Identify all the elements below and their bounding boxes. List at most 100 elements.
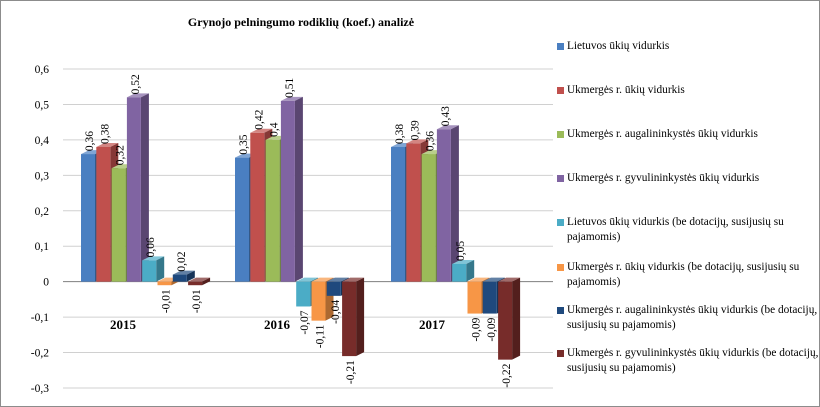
- bar-side-face: [140, 93, 149, 282]
- legend-label: Lietuvos ūkių vidurkis (be dotacijų, sus…: [567, 216, 784, 243]
- data-label: 0,36: [425, 131, 437, 151]
- legend-label: Ukmergės r. gyvulininkystės ūkių vidurki…: [567, 172, 760, 184]
- bar-front-face: [342, 281, 357, 357]
- bar-top-face: [142, 256, 165, 261]
- data-label: -0,22: [501, 363, 513, 387]
- y-tick-label: 0: [43, 277, 49, 289]
- data-label: 0,51: [284, 78, 296, 98]
- bar-top-face: [188, 277, 211, 282]
- bar-side-face: [450, 125, 459, 282]
- data-label: 0,38: [99, 124, 111, 144]
- bar-front-face: [126, 97, 141, 282]
- data-label: 0,52: [130, 74, 142, 94]
- legend-swatch: [557, 219, 564, 226]
- category-label: 2016: [264, 317, 291, 332]
- bar-top-face: [96, 142, 119, 147]
- bar-top-face: [250, 128, 273, 133]
- category-label: 2017: [419, 317, 446, 332]
- bar-front-face: [452, 263, 467, 282]
- legend-swatch: [557, 131, 564, 138]
- bar-front-face: [250, 132, 265, 282]
- bar-top-face: [482, 277, 505, 282]
- bar-front-face: [296, 281, 311, 307]
- bar-front-face: [157, 281, 172, 286]
- y-tick-label: 0,4: [35, 135, 50, 147]
- data-label: 0,43: [440, 106, 452, 126]
- bar-front-face: [326, 281, 341, 296]
- bar-front-face: [172, 274, 187, 282]
- bar: [452, 259, 475, 282]
- chart-plot: 0,60,50,40,30,20,10-0,1-0,2-0,30,36 0,380…: [31, 64, 553, 395]
- bar-front-face: [311, 281, 326, 321]
- bar-front-face: [436, 129, 451, 282]
- bar-side-face: [294, 96, 303, 282]
- category-label: 2015: [110, 317, 137, 332]
- y-tick-label: 0,3: [35, 170, 50, 182]
- data-label: -0,09: [471, 317, 483, 341]
- bar-side-face: [156, 256, 165, 282]
- bar-top-face: [406, 139, 429, 144]
- bar: [142, 256, 165, 282]
- data-label: -0,01: [191, 289, 203, 313]
- bar-side-face: [186, 270, 195, 282]
- bar-top-face: [467, 277, 490, 282]
- legend-label: Ukmergės r. gyvulininkystės ūkių vidurki…: [567, 347, 819, 374]
- bar-top-face: [296, 277, 319, 282]
- bar-front-face: [467, 281, 482, 314]
- legend-label: Lietuvos ūkių vidurkis: [567, 40, 670, 52]
- legend-swatch: [557, 175, 564, 182]
- data-label: 0,32: [115, 145, 127, 165]
- bar: [188, 277, 211, 286]
- bar-front-face: [96, 146, 111, 282]
- bar-front-face: [188, 281, 203, 286]
- bar: [436, 125, 459, 282]
- bar-top-face: [436, 125, 459, 130]
- data-label: 0,38: [394, 124, 406, 144]
- bar-front-face: [421, 154, 436, 282]
- bar-front-face: [111, 168, 126, 282]
- bar: [280, 96, 303, 282]
- data-label: -0,21: [345, 360, 357, 384]
- legend-swatch: [557, 350, 564, 357]
- bar-front-face: [498, 281, 513, 360]
- data-label: -0,04: [330, 300, 342, 324]
- bar-top-face: [126, 93, 149, 98]
- y-tick-label: 0,5: [35, 99, 50, 111]
- bar-side-face: [202, 277, 211, 286]
- data-label: -0,09: [486, 317, 498, 341]
- legend-label: Ukmergės r. ūkių vidurkis: [567, 84, 685, 96]
- bar-front-face: [280, 100, 295, 282]
- bar-front-face: [235, 157, 249, 282]
- y-tick-label: -0,3: [31, 383, 49, 395]
- bar-front-face: [142, 260, 157, 282]
- bar-front-face: [406, 143, 421, 282]
- bar-top-face: [280, 96, 303, 101]
- legend-swatch: [557, 43, 564, 50]
- data-label: 0,42: [253, 109, 265, 129]
- data-label: 0,06: [145, 237, 157, 257]
- bar-top-face: [452, 259, 475, 264]
- data-label: 0,4: [269, 122, 281, 137]
- bar-front-face: [391, 146, 405, 282]
- legend-label: Ukmergės r. ūkių vidurkis (be dotacijų, …: [567, 261, 800, 288]
- bar-side-face: [466, 259, 475, 282]
- y-tick-label: 0,6: [35, 64, 50, 76]
- bar: [126, 93, 149, 282]
- bar-front-face: [482, 281, 497, 314]
- bar-top-face: [172, 270, 195, 275]
- bar-front-face: [81, 154, 95, 282]
- legend-swatch: [557, 264, 564, 271]
- data-label: -0,01: [161, 289, 173, 313]
- y-tick-label: -0,1: [31, 312, 49, 324]
- bar-front-face: [265, 139, 280, 282]
- bar-side-face: [512, 277, 521, 360]
- data-label: 0,05: [455, 241, 467, 261]
- bar: [172, 270, 195, 282]
- y-tick-label: 0,2: [35, 206, 50, 218]
- bar-top-face: [342, 277, 365, 282]
- data-label: 0,35: [238, 134, 250, 154]
- bar: [498, 277, 521, 360]
- legend-label: Ukmergės r. augalininkystės ūkių vidurki…: [567, 304, 818, 331]
- data-label: 0,02: [176, 251, 188, 271]
